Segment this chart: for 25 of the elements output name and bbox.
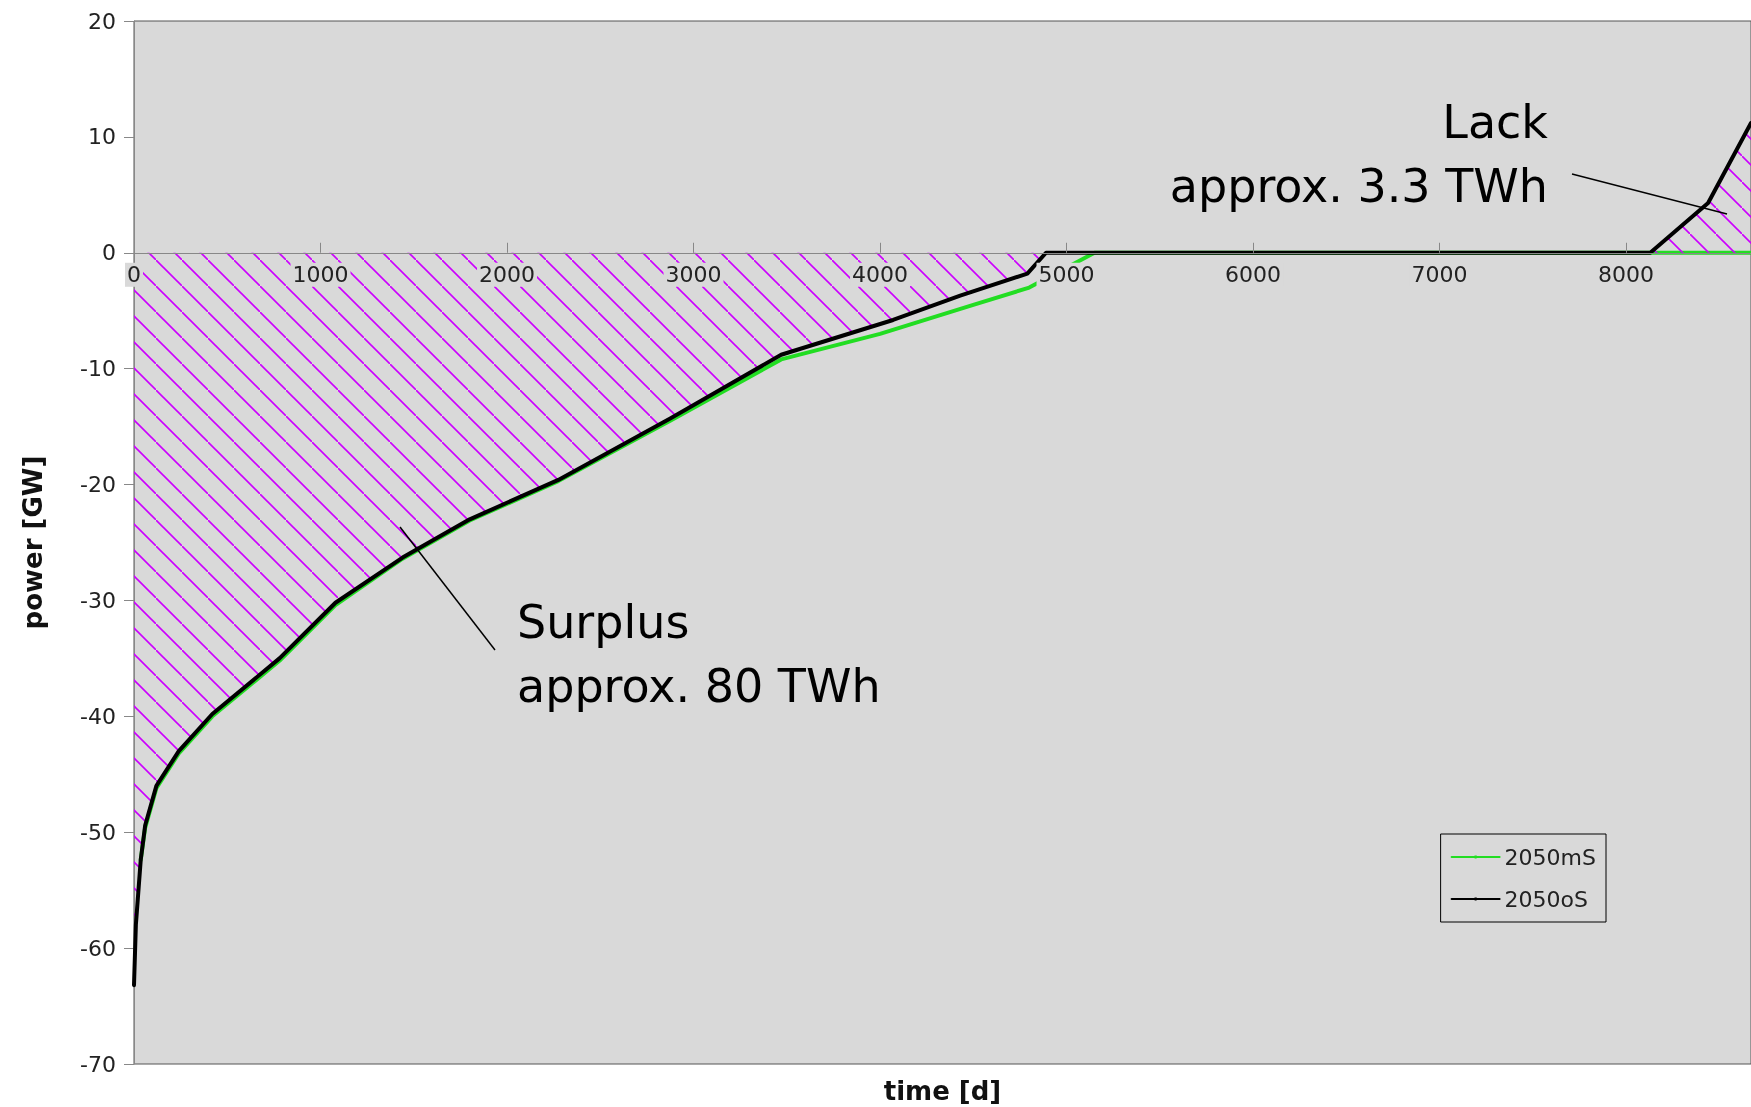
legend-label: 2050mS [1504,844,1597,870]
x-tick-label: 3000 [665,262,722,288]
x-tick-label: 2000 [479,262,536,288]
y-tick-label: -20 [80,472,116,498]
x-tick-label: 6000 [1225,262,1282,288]
y-tick-label: 20 [88,8,116,34]
y-tick-label: -30 [80,587,116,613]
y-tick-label: -70 [80,1051,116,1077]
annotation: Lack approx. 3.3 TWh [1169,95,1549,213]
x-tick-label: 5000 [1038,262,1095,288]
y-tick-label: -10 [80,356,116,382]
y-tick-label: 0 [102,240,116,266]
y-axis-title: power [GW] [18,455,48,630]
y-tick-label: -40 [80,703,116,729]
legend-label: 2050oS [1504,886,1589,912]
x-tick-label: 7000 [1411,262,1468,288]
x-tick-label: 8000 [1598,262,1655,288]
annotation: Surplus approx. 80 TWh [517,595,881,713]
y-tick-label: -60 [80,935,116,961]
y-tick-label: -50 [80,819,116,845]
x-tick-label: 4000 [852,262,909,288]
x-tick-label: 0 [127,262,141,288]
x-tick-label: 1000 [292,262,349,288]
x-axis-title: time [d] [883,1076,1002,1106]
y-tick-label: 10 [88,124,116,150]
